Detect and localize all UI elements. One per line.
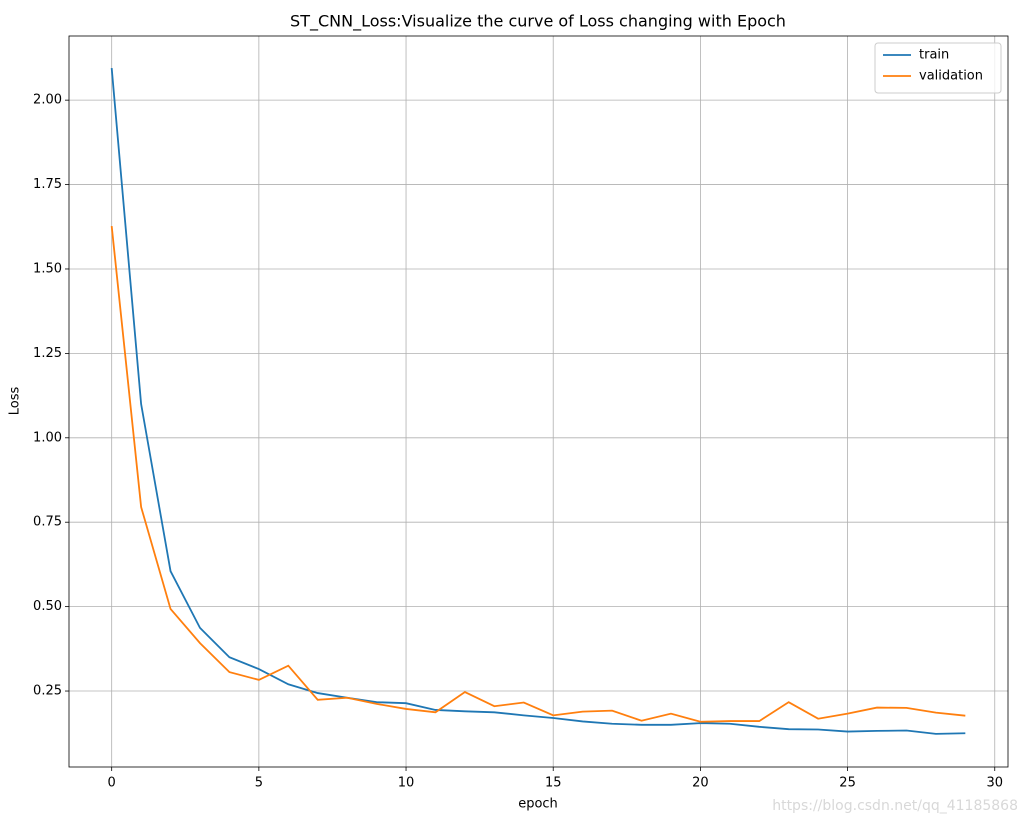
x-axis-label: epoch [518, 797, 558, 812]
x-tick-label: 25 [839, 776, 856, 791]
legend-label: validation [919, 69, 983, 84]
y-tick-label: 1.75 [33, 177, 62, 192]
x-tick-label: 20 [692, 776, 709, 791]
x-tick-label: 30 [986, 776, 1003, 791]
y-tick-label: 1.25 [33, 346, 62, 361]
chart-title: ST_CNN_Loss:Visualize the curve of Loss … [290, 12, 786, 32]
y-tick-label: 2.00 [33, 93, 62, 108]
series-line [110, 225, 966, 723]
series-line [110, 68, 966, 735]
legend: train validation [874, 42, 1002, 94]
y-tick-label: 0.75 [33, 515, 62, 530]
y-tick-label: 0.25 [33, 684, 62, 699]
watermark: https://blog.csdn.net/qq_41185868 [772, 798, 1018, 814]
y-tick-label: 1.00 [33, 430, 62, 445]
y-axis-label: Loss [8, 387, 23, 416]
x-tick-label: 0 [108, 776, 116, 791]
legend-label: train [919, 48, 949, 63]
x-tick-label: 10 [398, 776, 415, 791]
x-tick-label: 5 [255, 776, 263, 791]
y-tick-label: 0.50 [33, 599, 62, 614]
plot-frame [68, 35, 1009, 768]
y-tick-label: 1.50 [33, 261, 62, 276]
x-tick-label: 15 [545, 776, 562, 791]
